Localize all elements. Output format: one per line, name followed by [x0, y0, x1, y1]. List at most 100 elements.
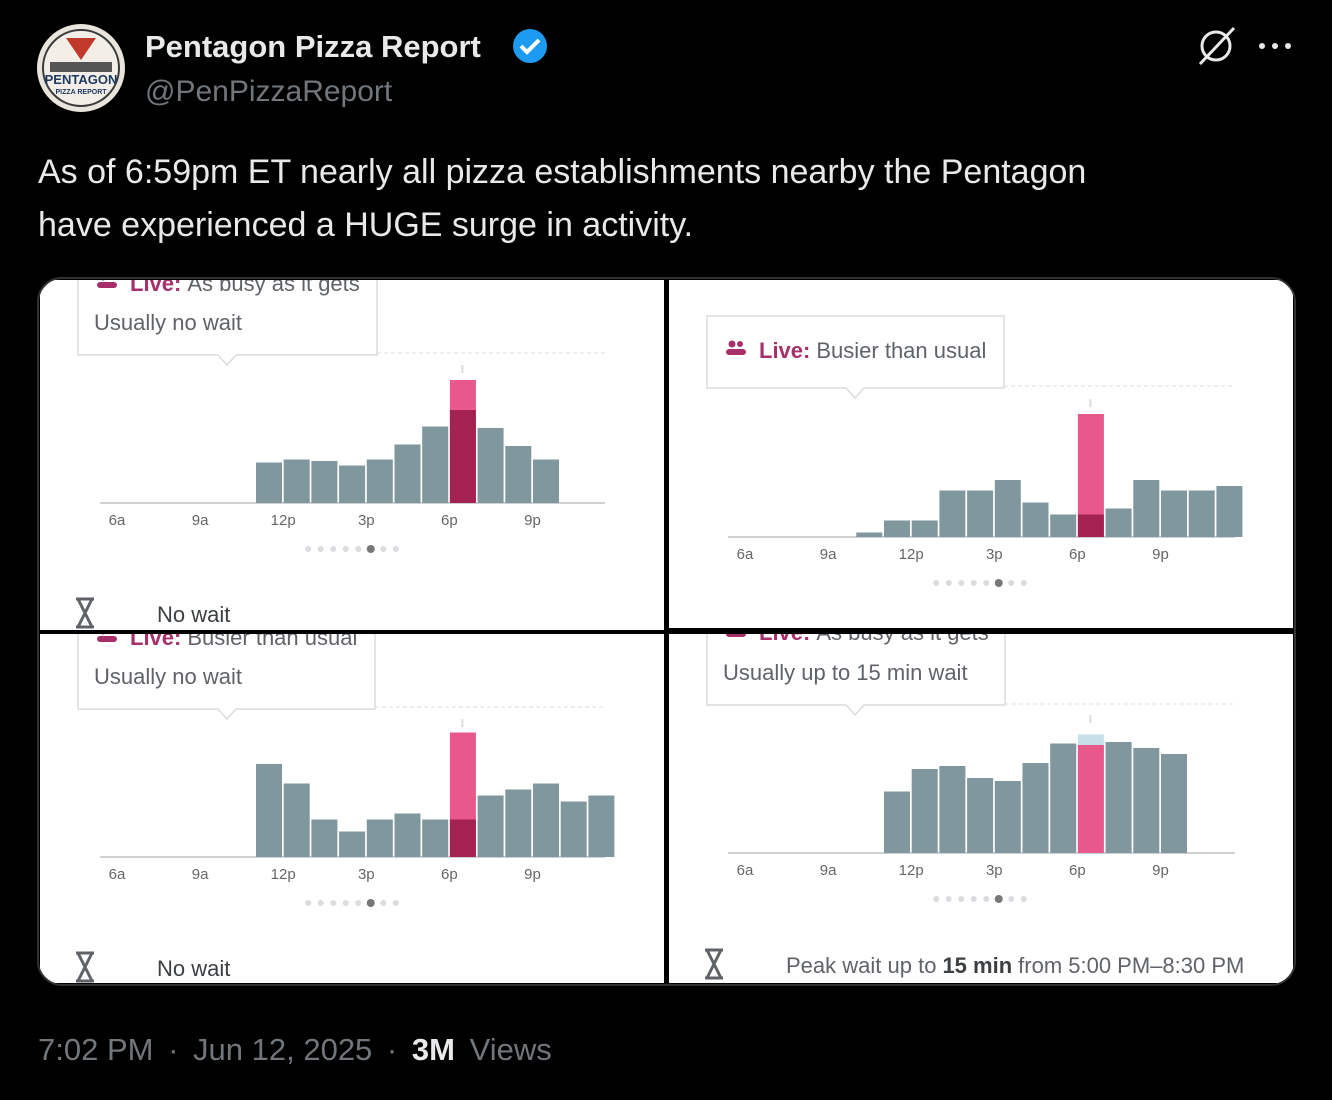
usual-wait: Usually no wait [94, 664, 242, 689]
people-icon [737, 341, 743, 347]
avatar-subtext: PIZZA REPORT [55, 89, 107, 96]
x-tick-label: 9p [1152, 862, 1169, 879]
page-dot [380, 546, 387, 552]
page-dot [1020, 896, 1027, 902]
bar [477, 428, 504, 503]
bar [366, 459, 393, 503]
page-dot [958, 896, 965, 902]
avatar-text: PENTAGON [45, 72, 118, 87]
bar [422, 819, 449, 857]
bar [1050, 743, 1077, 853]
x-tick-label: 12p [899, 546, 924, 563]
live-status: Busier than usual [187, 625, 357, 650]
live-label: Live: [130, 271, 181, 296]
bar [1050, 514, 1077, 537]
bar [533, 459, 559, 503]
page-dot [366, 899, 375, 907]
x-tick-label: 9a [820, 862, 837, 879]
live-label: Live:As busy as it gets [130, 271, 360, 296]
hourglass-icon [705, 948, 723, 980]
tooltip [77, 634, 376, 721]
bar [911, 520, 938, 537]
views-count: 3M [412, 1032, 455, 1067]
x-tick-label: 9a [192, 512, 209, 529]
page-dot [392, 546, 399, 552]
live-label: Live: [759, 338, 810, 363]
x-tick-label: 6p [1069, 546, 1086, 563]
page-dot [970, 580, 977, 586]
live-label: Live: Busier than usual [759, 338, 986, 363]
x-tick-label: 12p [899, 862, 924, 879]
live-status: As busy as it gets [187, 271, 359, 296]
x-tick-label: 3p [358, 512, 375, 529]
usual-wait: Usually up to 15 min wait [723, 660, 968, 685]
page-dot [933, 896, 940, 902]
tooltip [706, 315, 1005, 400]
page-dot [342, 546, 349, 552]
grok-icon[interactable] [1198, 26, 1236, 66]
page-dot [945, 896, 952, 902]
bar [1105, 508, 1132, 537]
page-dot [983, 896, 990, 902]
x-tick-label: 6a [109, 512, 126, 529]
live-status: Busier than usual [816, 338, 986, 363]
bar [884, 791, 910, 853]
tooltip [706, 634, 1006, 717]
peak-wait: Peak wait up to 15 min from 5:00 PM–8:30 P… [786, 953, 1244, 978]
x-tick-label: 12p [271, 512, 296, 529]
bar [967, 490, 994, 537]
page-dot [380, 900, 387, 906]
post-meta: 7:02 PM · Jun 12, 2025 · 3M Views [38, 1032, 552, 1067]
bar [533, 783, 559, 857]
wait-now: No wait [157, 602, 230, 627]
bar [449, 410, 476, 503]
bar [1161, 490, 1187, 537]
page-dot [994, 579, 1003, 587]
bar [339, 465, 366, 503]
post-text: have experienced a HUGE surge in activit… [38, 206, 693, 244]
bar [560, 801, 587, 857]
page-dot [970, 896, 977, 902]
more-icon[interactable] [1259, 43, 1291, 49]
bar [256, 764, 282, 857]
page-dot [958, 580, 965, 586]
x-tick-label: 6a [737, 546, 754, 563]
bar [366, 819, 393, 857]
bar [1077, 514, 1104, 537]
page-dot [355, 546, 362, 552]
page-dot [983, 580, 990, 586]
live-label: Live: Busier than usual [130, 625, 357, 650]
bar [1161, 754, 1187, 853]
x-tick-label: 9a [192, 866, 209, 883]
bar [311, 461, 338, 503]
bar [1022, 502, 1049, 537]
page-dot [342, 900, 349, 906]
page-dot [317, 900, 324, 906]
page-dot [945, 580, 952, 586]
peak-wait-part: 15 min [942, 953, 1012, 978]
author-handle[interactable]: @PenPizzaReport [145, 75, 393, 108]
popular-times-chart: Live: Busier than usual Usually no wait 6a 9… [76, 625, 615, 983]
people-icon [97, 282, 117, 288]
live-label: Live:As busy as it gets [759, 620, 989, 645]
peak-wait-part: from 5:00 PM–8:30 PM [1018, 953, 1244, 978]
bar [283, 459, 310, 503]
bar [1133, 748, 1160, 853]
popular-times-chart: Live: Busier than usual 6a 9a 12p 3p 6p 9p [706, 315, 1243, 587]
author-name[interactable]: Pentagon Pizza Report [145, 29, 481, 64]
wait-now: No wait [157, 956, 230, 981]
bar [505, 789, 532, 857]
image-border [37, 277, 1296, 986]
bar [1188, 490, 1215, 537]
x-tick-label: 9p [524, 512, 541, 529]
bar [994, 781, 1021, 853]
x-tick-label: 9p [1152, 546, 1169, 563]
separator: · [168, 1032, 178, 1067]
page-dot [1008, 896, 1015, 902]
usual-wait: Usually no wait [94, 310, 242, 335]
x-tick-label: 3p [986, 862, 1003, 879]
avatar[interactable]: PENTAGON PIZZA REPORT [37, 24, 125, 112]
live-status: As busy as it gets [816, 620, 988, 645]
x-tick-label: 9p [524, 866, 541, 883]
